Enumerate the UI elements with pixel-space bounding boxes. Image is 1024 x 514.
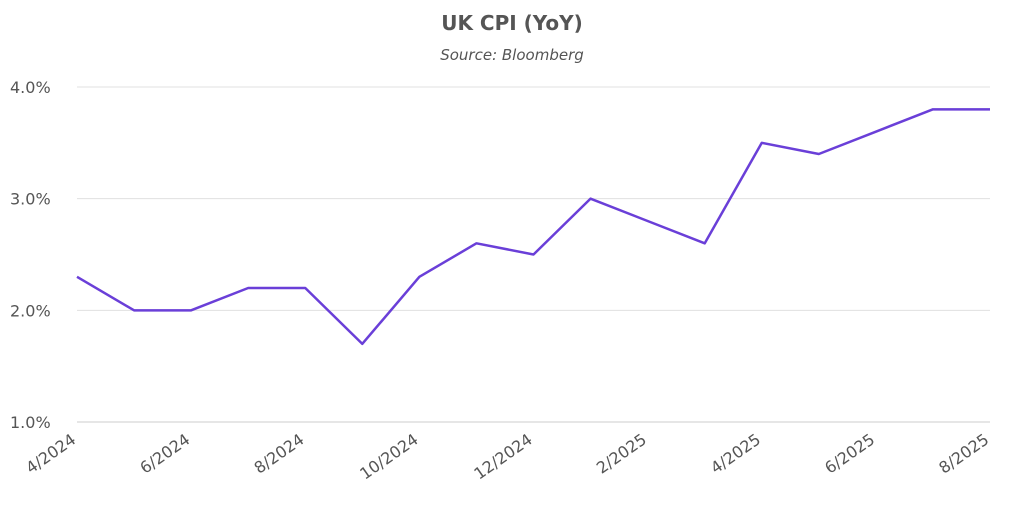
y-tick-label: 3.0% [10,190,51,209]
y-tick-label: 4.0% [10,78,51,97]
line [76,108,990,346]
x-tick-label: 10/2024 [356,430,421,484]
x-tick-label: 8/2025 [935,430,992,478]
x-tick-label: 12/2024 [470,430,535,484]
x-tick-label: 4/2024 [22,430,79,478]
x-tick-label: 8/2024 [251,430,308,478]
chart-subtitle: Source: Bloomberg [440,46,584,64]
y-tick-label: 1.0% [10,413,51,432]
y-tick-label: 2.0% [10,301,51,320]
x-tick-label: 2/2025 [593,430,650,478]
chart-title: UK CPI (YoY) [441,11,583,35]
x-tick-label: 6/2024 [136,430,193,478]
x-tick-label: 4/2025 [707,430,764,478]
x-tick-label: 6/2025 [821,430,878,478]
